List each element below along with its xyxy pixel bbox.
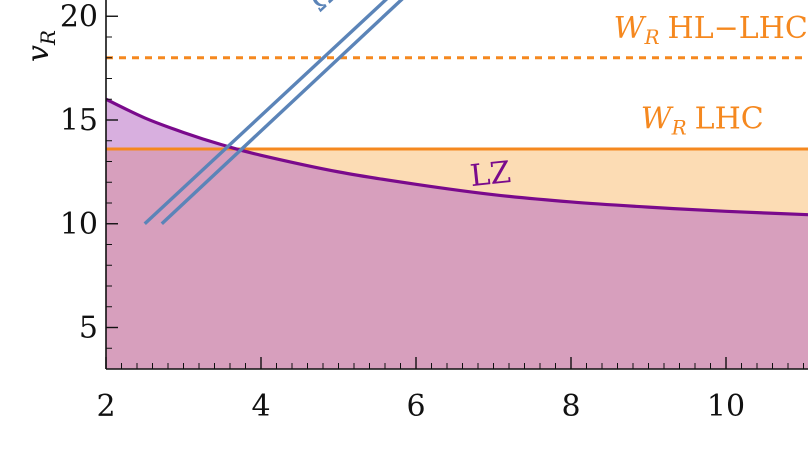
annotation-wr-hl-lhc-text: HL−LHC <box>668 11 808 46</box>
series-lz-line <box>106 97 808 217</box>
x-tick-label: 8 <box>561 389 580 424</box>
annotation-lz: LZ <box>468 155 512 194</box>
fill-lz <box>106 99 808 369</box>
y-tick-label: 5 <box>79 311 98 346</box>
y-tick-label: 10 <box>60 207 98 242</box>
axes: 2 4 6 8 10 5 10 15 20 <box>60 0 808 424</box>
annotation-wr-lhc-symbol: W <box>641 101 674 136</box>
annotation-wr-lhc-subscript: R <box>671 115 687 139</box>
exclusion-regions <box>106 99 808 369</box>
annotation-wr-lhc: WR LHC <box>641 101 764 139</box>
annotation-wr-hl-lhc-symbol: W <box>614 11 647 46</box>
annotation-wr-hl-lhc: WR HL−LHC <box>614 11 808 49</box>
annotation-relic-density-text: Ωh <box>302 0 359 18</box>
x-tick-label: 10 <box>707 389 745 424</box>
series-lines <box>106 0 808 225</box>
y-axis-title: vR <box>21 30 60 62</box>
annotation-wr-hl-lhc-subscript: R <box>643 25 659 49</box>
annotation-relic-density: Ωh <box>302 0 359 18</box>
y-axis-title-subscript: R <box>36 30 60 46</box>
series-relic-density-line-2 <box>160 0 404 225</box>
annotation-wr-lhc-text: LHC <box>695 101 764 136</box>
x-tick-label: 2 <box>96 389 115 424</box>
y-tick-label: 15 <box>60 103 98 138</box>
x-tick-label: 6 <box>406 389 425 424</box>
x-tick-label: 4 <box>251 389 270 424</box>
series-relic-density-line-1 <box>143 0 389 225</box>
y-tick-label: 20 <box>60 0 98 34</box>
